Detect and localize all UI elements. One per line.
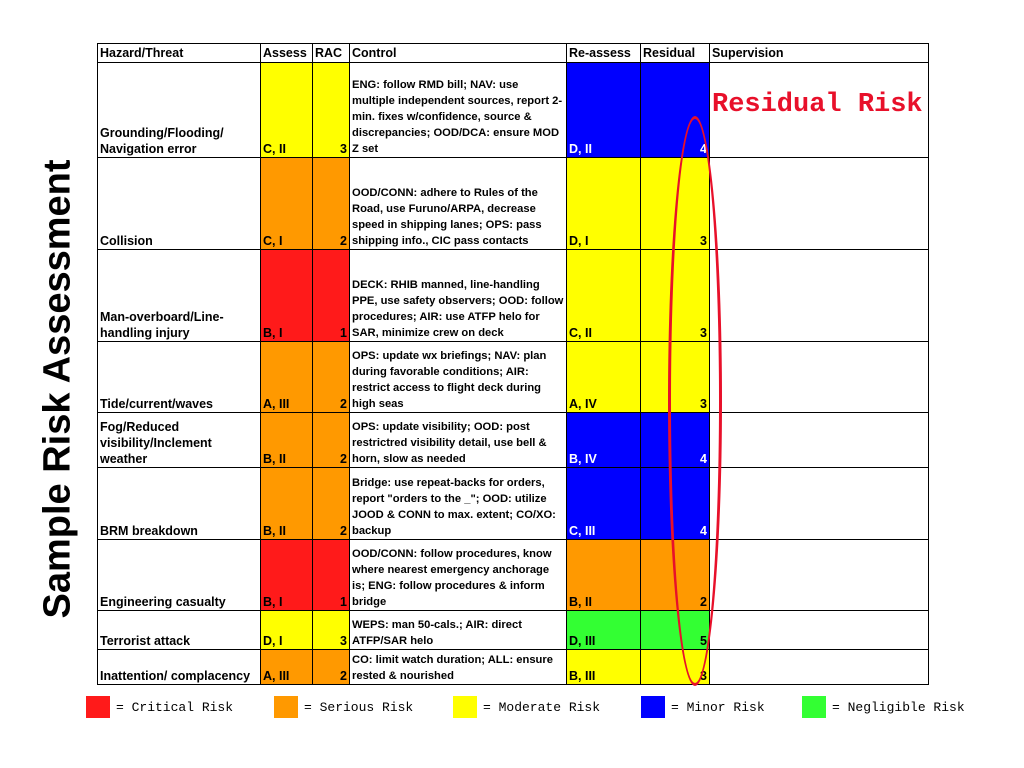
legend-item-critical: = Critical Risk	[86, 696, 233, 718]
residual-risk-annotation: Residual Risk	[712, 90, 923, 120]
rac-cell: 3	[312, 610, 350, 650]
control-cell: CO: limit watch duration; ALL: ensure re…	[349, 649, 567, 685]
assess-cell: C, II	[260, 62, 313, 158]
residual-cell: 2	[640, 539, 710, 611]
hazard-cell: Terrorist attack	[97, 610, 261, 650]
hazard-cell: Collision	[97, 157, 261, 250]
page-title: Sample Risk Assessment	[36, 159, 79, 619]
control-cell: OPS: update wx briefings; NAV: plan duri…	[349, 341, 567, 413]
reassess-cell: D, II	[566, 62, 641, 158]
residual-cell: 3	[640, 341, 710, 413]
hazard-cell: Engineering casualty	[97, 539, 261, 611]
control-cell: OOD/CONN: follow procedures, know where …	[349, 539, 567, 611]
assess-cell: B, I	[260, 539, 313, 611]
hazard-cell: Inattention/ complacency	[97, 649, 261, 685]
residual-cell: 5	[640, 610, 710, 650]
rac-cell: 1	[312, 539, 350, 611]
header-residual: Residual	[640, 43, 710, 63]
assess-cell: A, III	[260, 649, 313, 685]
legend-label: = Negligible Risk	[832, 699, 965, 715]
header-hazard: Hazard/Threat	[97, 43, 261, 63]
reassess-cell: B, II	[566, 539, 641, 611]
table-row: Fog/Reduced visibility/Inclement weather…	[97, 412, 929, 468]
control-cell: OOD/CONN: adhere to Rules of the Road, u…	[349, 157, 567, 250]
header-row: Hazard/Threat Assess RAC Control Re-asse…	[97, 43, 929, 63]
residual-cell: 4	[640, 467, 710, 540]
header-rac: RAC	[312, 43, 350, 63]
rac-cell: 2	[312, 157, 350, 250]
residual-cell: 3	[640, 157, 710, 250]
supervision-cell	[709, 539, 929, 611]
assess-cell: B, I	[260, 249, 313, 342]
reassess-cell: D, III	[566, 610, 641, 650]
reassess-cell: D, I	[566, 157, 641, 250]
header-supervision: Supervision	[709, 43, 929, 63]
control-cell: ENG: follow RMD bill; NAV: use multiple …	[349, 62, 567, 158]
header-reassess: Re-assess	[566, 43, 641, 63]
supervision-cell	[709, 62, 929, 158]
header-assess: Assess	[260, 43, 313, 63]
hazard-cell: Grounding/Flooding/ Navigation error	[97, 62, 261, 158]
legend-swatch-critical	[86, 696, 110, 718]
reassess-cell: C, II	[566, 249, 641, 342]
table-row: Tide/current/waves A, III 2 OPS: update wx …	[97, 341, 929, 413]
assess-cell: B, II	[260, 467, 313, 540]
reassess-cell: B, IV	[566, 412, 641, 468]
supervision-cell	[709, 412, 929, 468]
rac-cell: 3	[312, 62, 350, 158]
residual-cell: 4	[640, 412, 710, 468]
hazard-cell: BRM breakdown	[97, 467, 261, 540]
legend-swatch-moderate	[453, 696, 477, 718]
table-row: Inattention/ complacency A, III 2 CO: limit…	[97, 649, 929, 685]
supervision-cell	[709, 157, 929, 250]
assess-cell: C, I	[260, 157, 313, 250]
assess-cell: A, III	[260, 341, 313, 413]
assess-cell: D, I	[260, 610, 313, 650]
rac-cell: 2	[312, 341, 350, 413]
header-control: Control	[349, 43, 567, 63]
control-cell: OPS: update visibility; OOD: post restri…	[349, 412, 567, 468]
residual-cell: 3	[640, 649, 710, 685]
table-row: Engineering casualty B, I 1 OOD/CONN: follo…	[97, 539, 929, 611]
reassess-cell: B, III	[566, 649, 641, 685]
hazard-cell: Tide/current/waves	[97, 341, 261, 413]
rac-cell: 2	[312, 649, 350, 685]
control-cell: WEPS: man 50-cals.; AIR: direct ATFP/SAR…	[349, 610, 567, 650]
supervision-cell	[709, 467, 929, 540]
supervision-cell	[709, 610, 929, 650]
control-cell: Bridge: use repeat-backs for orders, rep…	[349, 467, 567, 540]
legend-label: = Moderate Risk	[483, 699, 601, 715]
hazard-cell: Fog/Reduced visibility/Inclement weather	[97, 412, 261, 468]
legend-item-moderate: = Moderate Risk	[453, 696, 600, 718]
legend-swatch-minor	[641, 696, 665, 718]
rac-cell: 1	[312, 249, 350, 342]
table-row: BRM breakdown B, II 2 Bridge: use repeat-ba…	[97, 467, 929, 540]
supervision-cell	[709, 649, 929, 685]
reassess-cell: C, III	[566, 467, 641, 540]
legend-swatch-serious	[274, 696, 298, 718]
assess-cell: B, II	[260, 412, 313, 468]
legend-item-minor: = Minor Risk	[641, 696, 765, 718]
legend-swatch-negligible	[802, 696, 826, 718]
table-row: Grounding/Flooding/ Navigation error C, I…	[97, 62, 929, 158]
table-row: Collision C, I 2 OOD/CONN: adhere to Rules …	[97, 157, 929, 250]
legend-label: = Minor Risk	[671, 699, 765, 715]
supervision-cell	[709, 249, 929, 342]
legend-label: = Serious Risk	[304, 699, 414, 715]
residual-cell: 4	[640, 62, 710, 158]
supervision-cell	[709, 341, 929, 413]
hazard-cell: Man-overboard/Line-handling injury	[97, 249, 261, 342]
control-cell: DECK: RHIB manned, line-handling PPE, us…	[349, 249, 567, 342]
reassess-cell: A, IV	[566, 341, 641, 413]
table-row: Terrorist attack D, I 3 WEPS: man 50-cals.;…	[97, 610, 929, 650]
legend-label: = Critical Risk	[116, 699, 234, 715]
legend-item-negligible: = Negligible Risk	[802, 696, 965, 718]
rac-cell: 2	[312, 467, 350, 540]
residual-cell: 3	[640, 249, 710, 342]
rac-cell: 2	[312, 412, 350, 468]
risk-assessment-table: Hazard/Threat Assess RAC Control Re-asse…	[97, 43, 929, 685]
legend-item-serious: = Serious Risk	[274, 696, 413, 718]
risk-legend: = Critical Risk = Serious Risk = Moderate …	[86, 696, 986, 718]
